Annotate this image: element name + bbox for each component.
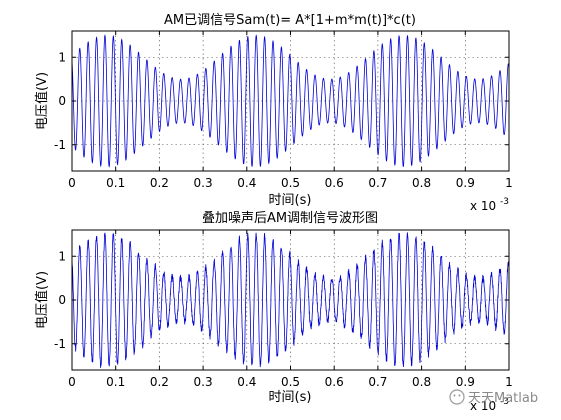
chart-title: 叠加噪声后AM调制信号波形图 <box>202 211 378 226</box>
x-tick-label: 1 <box>505 176 513 190</box>
x-exponent-label: x 10 -3 <box>470 197 509 213</box>
x-tick-label: 1 <box>505 375 513 389</box>
x-tick-label: 0.8 <box>412 375 431 389</box>
y-tick-label: 0 <box>58 94 66 108</box>
x-tick-label: 0.7 <box>368 375 387 389</box>
noisy-am-signal-line <box>71 232 510 368</box>
x-tick-label: 0.4 <box>237 176 256 190</box>
x-tick-label: 0.6 <box>325 375 344 389</box>
x-tick-label: 0.3 <box>194 375 213 389</box>
exponent-power: -3 <box>500 197 509 207</box>
x-tick-label: 0.8 <box>412 176 431 190</box>
x-tick-label: 0.6 <box>325 176 344 190</box>
wechat-icon-dot <box>458 394 461 397</box>
x-tick-label: 0.3 <box>194 176 213 190</box>
watermark: 天天Matlab <box>449 389 538 406</box>
x-axis-label: 时间(s) <box>269 390 312 405</box>
exponent-base: x 10 <box>470 199 496 213</box>
y-tick-label: 1 <box>58 50 66 64</box>
y-tick-label: -1 <box>54 138 66 152</box>
x-tick-label: 0.5 <box>281 176 300 190</box>
watermark-text: 天天Matlab <box>468 391 538 406</box>
x-tick-label: 0 <box>68 375 76 389</box>
y-axis-label: 电压值(V) <box>34 271 50 329</box>
x-exponent-label: x 10 -3 <box>470 397 509 413</box>
x-ticks: 0 0.1 0.2 0.3 0.4 0.5 0.6 0.7 0.8 0.9 1 <box>68 31 513 190</box>
y-axis-label: 电压值(V) <box>34 72 50 130</box>
x-tick-label: 0.1 <box>106 375 125 389</box>
chart-am-signal: AM已调信号Sam(t)= A*[1+m*m(t)]*c(t) 0 0.1 0.2 0… <box>34 13 513 213</box>
x-tick-label: 0.7 <box>368 176 387 190</box>
exponent-base: x 10 <box>470 399 496 413</box>
chart-title: AM已调信号Sam(t)= A*[1+m*m(t)]*c(t) <box>164 13 416 28</box>
y-ticks: 1 0 -1 <box>54 249 509 351</box>
x-tick-label: 0.9 <box>456 176 475 190</box>
y-tick-label: -1 <box>54 337 66 351</box>
x-tick-label: 0.2 <box>150 375 169 389</box>
am-signal-line <box>71 34 510 168</box>
y-ticks: 1 0 -1 <box>54 50 509 152</box>
x-tick-label: 0.9 <box>456 375 475 389</box>
x-tick-label: 0.2 <box>150 176 169 190</box>
y-tick-label: 1 <box>58 249 66 263</box>
y-tick-label: 0 <box>58 293 66 307</box>
x-tick-label: 0 <box>68 176 76 190</box>
wechat-icon <box>449 389 465 405</box>
x-tick-label: 0.1 <box>106 176 125 190</box>
x-tick-label: 0.5 <box>281 375 300 389</box>
x-axis-label: 时间(s) <box>269 193 312 208</box>
x-ticks: 0 0.1 0.2 0.3 0.4 0.5 0.6 0.7 0.8 0.9 1 <box>68 230 513 389</box>
chart-noisy-am-signal: 叠加噪声后AM调制信号波形图 0 0.1 0.2 0.3 0.4 0.5 0.6 0.7 0.8… <box>34 211 513 413</box>
wechat-icon-dot <box>453 394 456 397</box>
exponent-power: -3 <box>500 397 509 407</box>
x-tick-label: 0.4 <box>237 375 256 389</box>
